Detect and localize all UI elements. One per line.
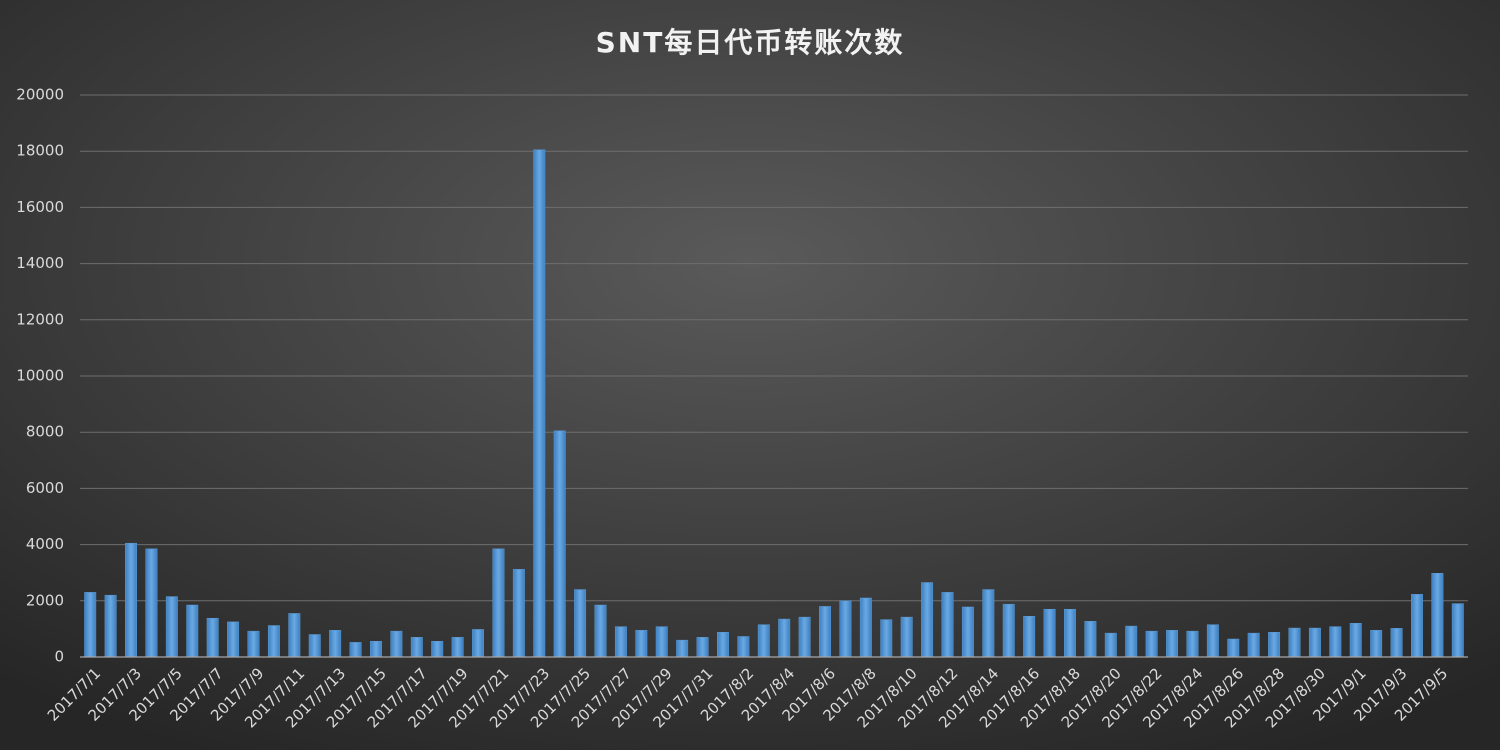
bar: [553, 430, 566, 658]
bar: [390, 630, 403, 658]
bar: [941, 592, 954, 658]
bar: [1329, 626, 1342, 658]
y-tick-label: 16000: [16, 198, 64, 216]
bar: [1145, 630, 1158, 658]
bar: [696, 637, 709, 658]
bar: [798, 616, 811, 658]
y-tick-label: 20000: [16, 86, 64, 104]
bar: [574, 589, 587, 658]
bar: [370, 641, 382, 658]
bar: [778, 618, 791, 658]
bar: [1002, 603, 1015, 658]
bar: [308, 634, 321, 658]
y-tick-label: 0: [54, 648, 64, 666]
bar: [1084, 621, 1097, 658]
bar: [329, 630, 342, 658]
chart-title: SNT每日代币转账次数: [596, 26, 905, 59]
bar: [1104, 632, 1117, 658]
bar: [982, 589, 995, 658]
bar: [1206, 624, 1219, 658]
y-tick-label: 8000: [26, 423, 64, 441]
bar: [717, 632, 729, 658]
bar: [1023, 616, 1036, 658]
bar: [921, 582, 934, 658]
bar: [880, 619, 893, 658]
bar: [614, 626, 627, 658]
bar: [655, 626, 668, 658]
bar: [84, 592, 97, 658]
bar: [1431, 573, 1444, 658]
bar: [1349, 623, 1362, 658]
bar: [859, 597, 872, 658]
y-tick-label: 18000: [16, 142, 64, 160]
bar: [125, 542, 137, 658]
bar: [431, 641, 444, 658]
bar: [227, 621, 240, 658]
bar: [267, 625, 280, 658]
bar: [737, 636, 750, 658]
bar: [288, 613, 301, 658]
bar: [1247, 632, 1260, 658]
bar: [349, 642, 362, 658]
bar: [1451, 603, 1464, 658]
bar: [1166, 630, 1178, 658]
bar: [533, 149, 546, 658]
bar: [1125, 625, 1138, 658]
bar: [145, 548, 158, 658]
y-tick-label: 4000: [26, 535, 64, 553]
bar: [676, 639, 689, 658]
bar: [1227, 638, 1240, 658]
bar: [451, 637, 464, 658]
bar: [1268, 632, 1281, 658]
bar: [472, 629, 484, 658]
bar: [1064, 608, 1076, 658]
y-tick-label: 12000: [16, 310, 64, 328]
y-tick-label: 2000: [26, 591, 64, 609]
bar: [1186, 630, 1199, 658]
bar: [839, 600, 852, 658]
bar: [492, 548, 505, 658]
y-tick-label: 10000: [16, 367, 64, 385]
bar: [594, 604, 607, 658]
bar: [1370, 630, 1383, 658]
bar: [1411, 594, 1423, 658]
bar: [819, 606, 831, 658]
y-tick-label: 6000: [26, 479, 64, 497]
bar: [247, 630, 260, 658]
bar: [757, 624, 770, 658]
bar: [900, 616, 913, 658]
bar: [104, 594, 117, 658]
bar: [961, 606, 974, 658]
bar: [206, 617, 219, 658]
bar: [1308, 627, 1321, 658]
y-tick-label: 14000: [16, 254, 64, 272]
bar: [512, 569, 525, 658]
bar: [410, 637, 423, 658]
bar: [1390, 628, 1403, 658]
bar: [1288, 627, 1301, 658]
bar: [635, 630, 648, 658]
bar: [1043, 608, 1056, 658]
bar: [165, 596, 178, 658]
bar: [186, 604, 199, 658]
